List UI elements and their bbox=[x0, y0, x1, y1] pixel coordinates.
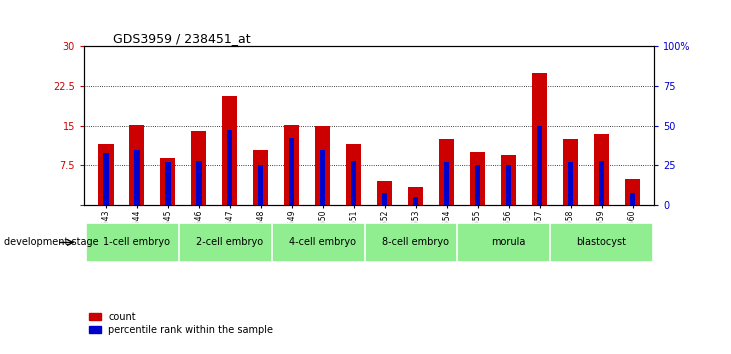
Bar bbox=[289, 138, 295, 205]
Bar bbox=[191, 131, 206, 205]
Bar bbox=[630, 193, 635, 205]
FancyBboxPatch shape bbox=[365, 223, 467, 262]
Bar bbox=[532, 73, 548, 205]
Bar bbox=[103, 153, 108, 205]
Bar bbox=[475, 166, 480, 205]
Bar bbox=[227, 130, 232, 205]
Text: 2-cell embryo: 2-cell embryo bbox=[196, 238, 263, 247]
Bar bbox=[98, 144, 113, 205]
Bar bbox=[315, 126, 330, 205]
Bar bbox=[599, 161, 605, 205]
Bar bbox=[537, 126, 542, 205]
Bar bbox=[568, 162, 573, 205]
Bar bbox=[377, 181, 393, 205]
Text: morula: morula bbox=[491, 238, 526, 247]
Bar bbox=[222, 96, 238, 205]
FancyBboxPatch shape bbox=[458, 223, 560, 262]
Text: blastocyst: blastocyst bbox=[577, 238, 626, 247]
FancyBboxPatch shape bbox=[178, 223, 281, 262]
Bar bbox=[165, 162, 170, 205]
FancyBboxPatch shape bbox=[271, 223, 374, 262]
Bar bbox=[346, 144, 361, 205]
Bar bbox=[563, 139, 578, 205]
FancyBboxPatch shape bbox=[86, 223, 188, 262]
Bar bbox=[351, 161, 357, 205]
Bar bbox=[413, 198, 418, 205]
Text: development stage: development stage bbox=[4, 238, 98, 247]
Bar bbox=[320, 149, 325, 205]
Bar bbox=[594, 133, 610, 205]
Bar bbox=[382, 193, 387, 205]
Bar bbox=[160, 158, 175, 205]
Legend: count, percentile rank within the sample: count, percentile rank within the sample bbox=[89, 312, 273, 335]
Bar bbox=[284, 125, 300, 205]
Bar bbox=[470, 152, 485, 205]
Bar bbox=[501, 155, 516, 205]
FancyBboxPatch shape bbox=[550, 223, 653, 262]
Bar bbox=[258, 166, 263, 205]
Text: 1-cell embryo: 1-cell embryo bbox=[103, 238, 170, 247]
Text: 8-cell embryo: 8-cell embryo bbox=[382, 238, 449, 247]
Bar bbox=[444, 162, 450, 205]
Bar bbox=[408, 187, 423, 205]
Bar bbox=[129, 125, 145, 205]
Bar bbox=[134, 149, 140, 205]
Text: 4-cell embryo: 4-cell embryo bbox=[289, 238, 356, 247]
Bar bbox=[625, 179, 640, 205]
Bar bbox=[196, 161, 202, 205]
Bar bbox=[506, 166, 512, 205]
Text: GDS3959 / 238451_at: GDS3959 / 238451_at bbox=[113, 32, 250, 45]
Bar bbox=[439, 139, 455, 205]
Bar bbox=[253, 149, 268, 205]
